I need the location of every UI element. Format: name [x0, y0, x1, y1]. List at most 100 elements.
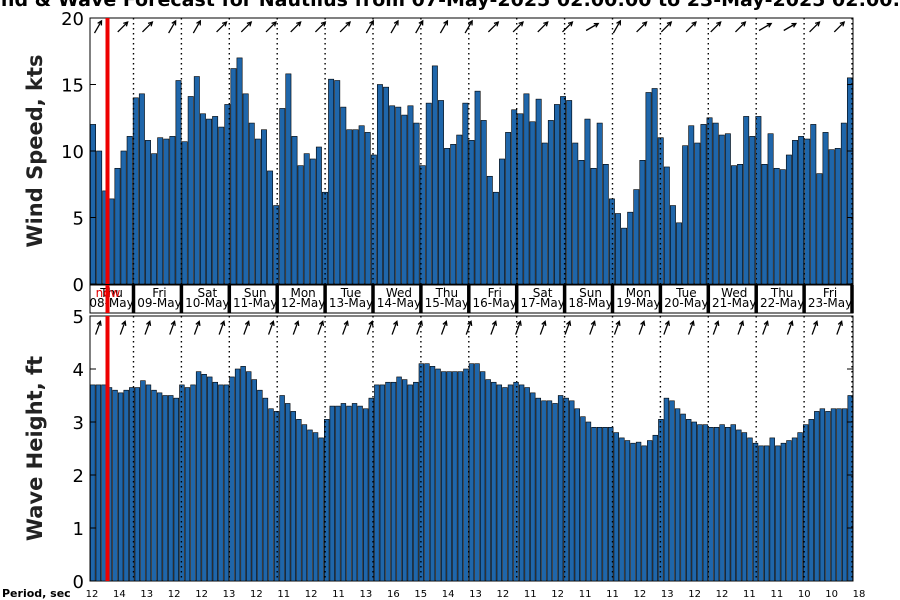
data-bar: [370, 154, 377, 285]
data-bar: [763, 445, 770, 582]
data-bar: [431, 65, 438, 285]
data-bar: [346, 405, 352, 582]
arrow-shaft: [663, 321, 670, 335]
direction-arrow-icon: [811, 320, 819, 335]
data-bar: [184, 387, 191, 582]
arrow-head: [615, 320, 621, 326]
direction-arrow-icon: [144, 320, 152, 335]
arrow-head: [171, 19, 177, 26]
data-bar: [385, 381, 391, 582]
arrow-head: [791, 22, 798, 28]
arrow-shaft: [365, 20, 374, 34]
data-bar: [621, 227, 628, 285]
data-bar: [492, 191, 499, 285]
arrow-head: [121, 320, 127, 326]
direction-arrow-icon: [490, 320, 498, 335]
data-bar: [340, 106, 347, 285]
data-bar: [157, 137, 164, 285]
direction-arrow-icon: [465, 320, 473, 335]
data-bar: [755, 116, 762, 285]
period-value: 11: [770, 589, 783, 600]
day-of-week-label: Wed: [721, 286, 747, 300]
arrow-head: [788, 320, 794, 326]
arrow-shaft: [117, 21, 129, 33]
data-bar: [413, 381, 419, 582]
data-bar: [218, 126, 225, 285]
data-bar: [117, 392, 124, 582]
arrow-shaft: [464, 20, 473, 34]
data-bar: [546, 400, 553, 582]
data-bar: [446, 371, 452, 582]
direction-arrow-icon: [585, 22, 600, 32]
data-bar: [680, 413, 686, 582]
arrow-head: [543, 21, 549, 27]
data-bar: [713, 426, 720, 582]
day-label-strip: Thu08-MayFri09-MaySat10-MaySun11-MayMon1…: [89, 284, 854, 314]
data-bar: [758, 445, 764, 582]
data-bar: [324, 419, 330, 582]
data-bar: [596, 122, 603, 285]
arrow-shaft: [585, 22, 599, 32]
arrow-head: [417, 320, 423, 326]
arrow-head: [393, 19, 399, 26]
arrow-shaft: [314, 21, 326, 33]
data-bar: [201, 373, 207, 582]
arrow-shaft: [734, 21, 746, 33]
arrow-head: [666, 21, 673, 27]
y-tick-label: 1: [73, 519, 84, 540]
period-value: 12: [168, 589, 181, 600]
data-bar: [163, 138, 170, 285]
data-bar: [769, 437, 775, 582]
arrow-head: [123, 21, 129, 27]
y-tick-label: 4: [73, 360, 84, 381]
direction-arrow-icon: [712, 320, 720, 335]
data-bar: [819, 408, 826, 582]
data-bar: [645, 92, 652, 285]
direction-arrow-icon: [366, 320, 374, 335]
arrow-head: [418, 19, 424, 26]
arrow-shaft: [758, 22, 772, 32]
period-value: 16: [387, 589, 400, 600]
y-tick-label: 3: [73, 413, 84, 434]
arrow-head: [221, 21, 228, 27]
data-bar: [362, 408, 369, 582]
data-bar: [251, 379, 257, 582]
data-bar: [479, 371, 486, 582]
data-bar: [822, 132, 829, 285]
data-bar: [407, 384, 413, 582]
data-bar: [627, 211, 634, 285]
period-value: 12: [633, 589, 646, 600]
data-bar: [291, 136, 298, 285]
arrow-head: [491, 320, 498, 326]
day-of-week-label: Thu: [770, 286, 794, 300]
data-bar: [413, 122, 420, 285]
data-bar: [712, 122, 719, 285]
data-bar: [212, 381, 218, 582]
arrow-shaft: [265, 21, 277, 33]
arrow-head: [196, 19, 202, 26]
data-bar: [450, 144, 457, 285]
data-bar: [440, 371, 447, 582]
data-bar: [741, 432, 748, 582]
period-value: 13: [661, 589, 674, 600]
data-bar: [669, 205, 676, 285]
data-bar: [480, 120, 487, 285]
arrow-head: [640, 320, 646, 326]
direction-arrow-icon: [836, 320, 843, 335]
direction-arrow-icon: [339, 21, 351, 33]
data-bar: [364, 132, 371, 285]
day-of-week-label: Fri: [152, 286, 166, 300]
data-bar: [309, 158, 316, 285]
arrow-head: [566, 320, 572, 326]
y-tick-label: 20: [61, 9, 84, 30]
data-bar: [651, 88, 658, 285]
period-value: 12: [86, 589, 99, 600]
data-bar: [126, 136, 133, 285]
data-bar: [830, 408, 837, 582]
arrow-head: [616, 19, 622, 26]
data-bar: [462, 102, 469, 285]
data-bar: [657, 137, 664, 285]
arrow-head: [296, 21, 302, 27]
date-label: 18-May: [568, 296, 612, 310]
data-bar: [828, 149, 835, 285]
